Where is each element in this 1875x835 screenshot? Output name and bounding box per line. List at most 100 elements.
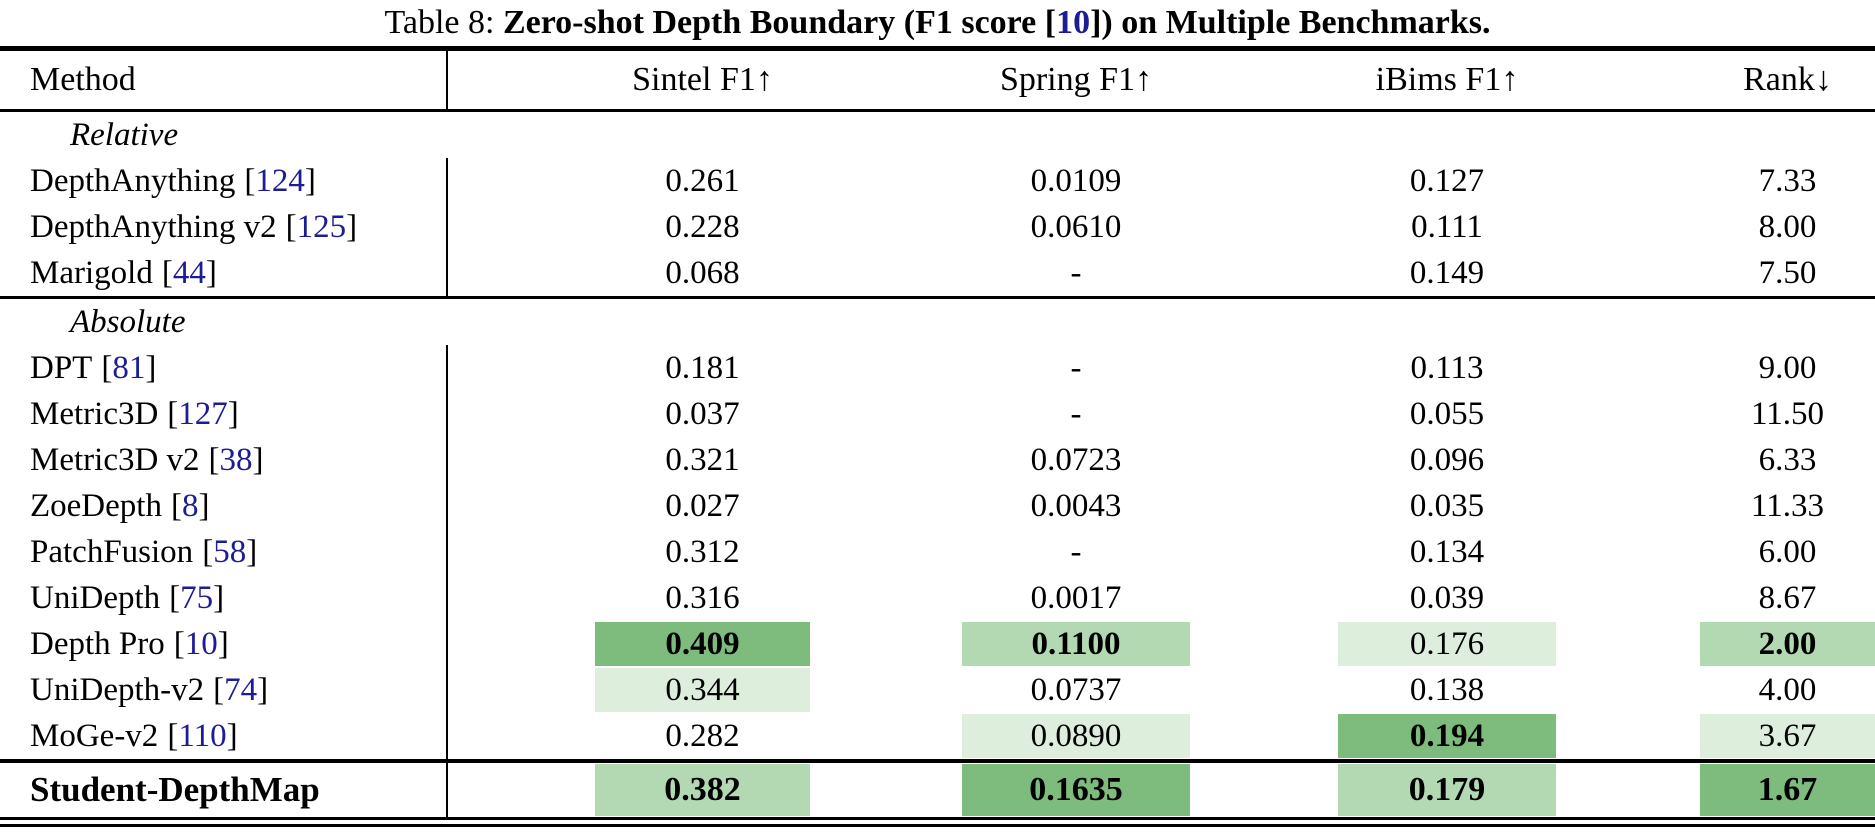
sintel-cell: 0.321 bbox=[665, 441, 740, 478]
method-cell: Depth Pro [10] bbox=[30, 625, 229, 662]
citation[interactable]: [58] bbox=[202, 533, 258, 570]
citation[interactable]: [124] bbox=[244, 162, 316, 199]
column-divider bbox=[446, 51, 448, 109]
rank-cell: 11.50 bbox=[1750, 395, 1825, 432]
sintel-cell: 0.282 bbox=[665, 717, 740, 754]
sintel-cell: 0.312 bbox=[665, 533, 740, 570]
ibims-cell: 0.039 bbox=[1409, 579, 1485, 616]
method-cell: DepthAnything [124] bbox=[30, 162, 316, 199]
citation[interactable]: [8] bbox=[170, 487, 210, 524]
column-divider bbox=[446, 250, 448, 296]
caption-cite[interactable]: [10] bbox=[1044, 4, 1102, 41]
column-divider bbox=[446, 158, 448, 204]
spring-cell: 0.0109 bbox=[1030, 162, 1122, 199]
row-metric3d: Metric3D [127] 0.037 - 0.055 11.50 bbox=[0, 391, 1875, 437]
rank-cell: 9.00 bbox=[1758, 349, 1817, 386]
spring-cell: 0.0723 bbox=[1030, 441, 1122, 478]
header-method: Method bbox=[30, 61, 136, 98]
row-depthanything: DepthAnything [124] 0.261 0.0109 0.127 7.… bbox=[0, 158, 1875, 204]
spring-cell: 0.0737 bbox=[1030, 671, 1122, 708]
ibims-cell: 0.134 bbox=[1409, 533, 1485, 570]
table-caption: Table 8: Zero-shot Depth Boundary (F1 sc… bbox=[0, 0, 1875, 46]
spring-cell: 0.0017 bbox=[1030, 579, 1122, 616]
method-cell: Metric3D v2 [38] bbox=[30, 441, 264, 478]
sintel-cell-highlight: 0.344 bbox=[595, 668, 810, 712]
sintel-cell-highlight: 0.382 bbox=[595, 764, 810, 816]
citation[interactable]: [38] bbox=[208, 441, 264, 478]
column-divider bbox=[446, 667, 448, 713]
ibims-cell: 0.149 bbox=[1409, 254, 1485, 291]
bottom-rule-gap bbox=[0, 820, 1875, 824]
citation[interactable]: [10] bbox=[173, 625, 229, 662]
column-divider bbox=[446, 437, 448, 483]
citation[interactable]: [110] bbox=[167, 717, 238, 754]
citation[interactable]: [127] bbox=[167, 395, 239, 432]
caption-tail: ) on Multiple Benchmarks. bbox=[1101, 4, 1491, 41]
section-relative: Relative bbox=[70, 116, 179, 153]
method-cell: Metric3D [127] bbox=[30, 395, 239, 432]
method-cell: PatchFusion [58] bbox=[30, 533, 258, 570]
rank-cell: 11.33 bbox=[1750, 487, 1825, 524]
ibims-cell: 0.111 bbox=[1411, 208, 1483, 245]
spring-cell-highlight: 0.1635 bbox=[962, 764, 1190, 816]
sintel-cell: 0.228 bbox=[665, 208, 740, 245]
spring-cell: - bbox=[1070, 395, 1082, 432]
header-rule bbox=[0, 109, 1875, 112]
row-metric3d-v2: Metric3D v2 [38] 0.321 0.0723 0.096 6.33 bbox=[0, 437, 1875, 483]
column-divider bbox=[446, 575, 448, 621]
sintel-cell: 0.316 bbox=[665, 579, 740, 616]
method-cell: DepthAnything v2 [125] bbox=[30, 208, 358, 245]
ibims-cell-highlight: 0.194 bbox=[1338, 714, 1556, 758]
citation[interactable]: [74] bbox=[213, 671, 269, 708]
column-divider bbox=[446, 345, 448, 391]
citation[interactable]: [75] bbox=[169, 579, 225, 616]
row-dpt: DPT [81] 0.181 - 0.113 9.00 bbox=[0, 345, 1875, 391]
citation[interactable]: [44] bbox=[161, 254, 217, 291]
method-cell: UniDepth [75] bbox=[30, 579, 225, 616]
rank-cell: 4.00 bbox=[1758, 671, 1817, 708]
ibims-cell: 0.113 bbox=[1410, 349, 1484, 386]
ibims-cell: 0.055 bbox=[1409, 395, 1485, 432]
row-moge-v2: MoGe-v2 [110] 0.282 0.0890 0.194 3.67 bbox=[0, 713, 1875, 759]
header-rank: Rank↓ bbox=[1743, 61, 1832, 98]
row-student-depthmap: Student-DepthMap 0.382 0.1635 0.179 1.67 bbox=[0, 763, 1875, 817]
method-cell: UniDepth-v2 [74] bbox=[30, 671, 269, 708]
ibims-cell: 0.138 bbox=[1409, 671, 1485, 708]
rank-cell: 8.00 bbox=[1758, 208, 1817, 245]
citation[interactable]: [81] bbox=[101, 349, 157, 386]
rank-cell: 6.00 bbox=[1758, 533, 1817, 570]
row-unidepth-v2: UniDepth-v2 [74] 0.344 0.0737 0.138 4.00 bbox=[0, 667, 1875, 713]
bottom-rule-2 bbox=[0, 824, 1875, 827]
student-rule bbox=[0, 759, 1875, 763]
rank-cell-highlight: 3.67 bbox=[1700, 714, 1875, 758]
method-cell: DPT [81] bbox=[30, 349, 157, 386]
row-marigold: Marigold [44] 0.068 - 0.149 7.50 bbox=[0, 250, 1875, 296]
header-ibims: iBims F1↑ bbox=[1375, 61, 1519, 98]
spring-cell-highlight: 0.0890 bbox=[962, 714, 1190, 758]
spring-cell: - bbox=[1070, 533, 1082, 570]
sintel-cell: 0.037 bbox=[665, 395, 740, 432]
row-zoedepth: ZoeDepth [8] 0.027 0.0043 0.035 11.33 bbox=[0, 483, 1875, 529]
column-divider bbox=[446, 483, 448, 529]
spring-cell: 0.0610 bbox=[1030, 208, 1122, 245]
sintel-cell: 0.261 bbox=[665, 162, 740, 199]
section-absolute: Absolute bbox=[70, 303, 186, 340]
ibims-cell: 0.096 bbox=[1409, 441, 1485, 478]
spring-cell: - bbox=[1070, 349, 1082, 386]
column-divider bbox=[446, 621, 448, 667]
row-unidepth: UniDepth [75] 0.316 0.0017 0.039 8.67 bbox=[0, 575, 1875, 621]
sintel-cell: 0.181 bbox=[665, 349, 740, 386]
rank-cell: 7.50 bbox=[1758, 254, 1817, 291]
row-patchfusion: PatchFusion [58] 0.312 - 0.134 6.00 bbox=[0, 529, 1875, 575]
column-divider bbox=[446, 763, 448, 817]
spring-cell-highlight: 0.1100 bbox=[962, 622, 1190, 666]
spring-cell: 0.0043 bbox=[1030, 487, 1122, 524]
method-cell: MoGe-v2 [110] bbox=[30, 717, 238, 754]
header-row: Method Sintel F1↑ Spring F1↑ iBims F1↑ R… bbox=[0, 51, 1875, 109]
ibims-cell-highlight: 0.179 bbox=[1338, 764, 1556, 816]
caption-prefix: Table 8: bbox=[384, 4, 503, 41]
ibims-cell: 0.035 bbox=[1409, 487, 1485, 524]
header-spring: Spring F1↑ bbox=[999, 61, 1153, 98]
citation[interactable]: [125] bbox=[285, 208, 358, 245]
